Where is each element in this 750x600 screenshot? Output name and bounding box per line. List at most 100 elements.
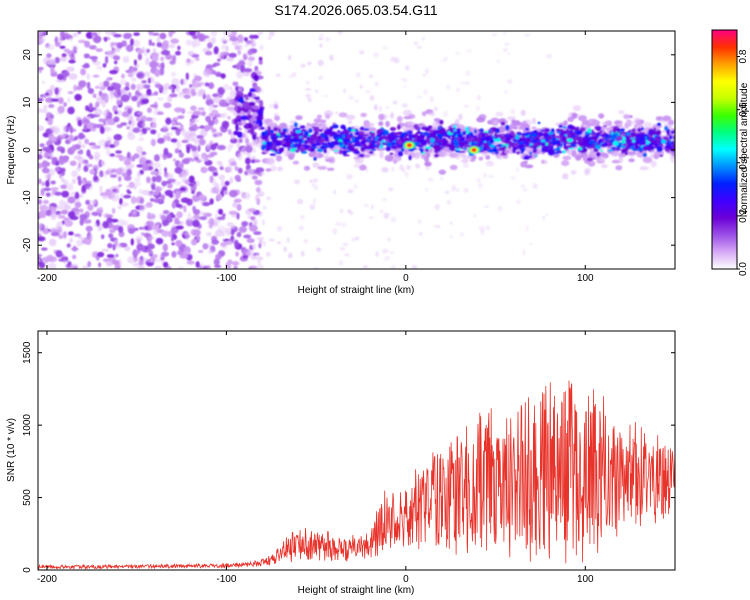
heatmap-blob	[323, 155, 331, 160]
heatmap-blob	[242, 192, 251, 200]
heatmap-blob	[248, 208, 256, 213]
heatmap-blob	[231, 214, 237, 218]
heatmap-blob	[299, 125, 306, 129]
heatmap-blob	[185, 72, 189, 81]
heatmap-blob	[74, 201, 82, 208]
heatmap-blob	[150, 138, 156, 147]
heatmap-blob	[41, 167, 50, 174]
heatmap-blob	[365, 89, 371, 94]
heatmap-blob	[436, 225, 441, 229]
heatmap-blob	[378, 113, 385, 121]
heatmap-blob	[345, 114, 356, 121]
heatmap-blob	[463, 187, 469, 193]
heatmap-blob	[158, 168, 163, 172]
heatmap-blob	[390, 265, 396, 269]
heatmap-blob	[310, 139, 314, 145]
snr-y-tick-label: 1500	[22, 341, 33, 364]
heatmap-blob	[305, 93, 311, 99]
heatmap-blob	[138, 92, 142, 96]
heatmap-blob	[536, 135, 541, 139]
heatmap-blob	[388, 187, 394, 192]
heatmap-blob	[62, 125, 67, 133]
heatmap-blob	[206, 232, 212, 237]
heatmap-blob	[237, 97, 244, 103]
heatmap-blob	[54, 42, 61, 47]
heatmap-blob	[63, 231, 67, 239]
heatmap-blob	[313, 185, 319, 191]
heatmap-blob	[542, 215, 546, 221]
heatmap-blob	[670, 155, 675, 163]
heatmap-blob	[115, 150, 122, 154]
heatmap-blob	[231, 261, 240, 266]
heatmap-blob	[86, 163, 93, 168]
heatmap-blob	[114, 83, 122, 90]
heatmap-blob	[38, 236, 46, 242]
heatmap-blob	[56, 146, 64, 152]
heatmap-blob	[584, 170, 591, 176]
heatmap-blob	[228, 109, 235, 113]
heatmap-blob	[382, 248, 389, 254]
heatmap-y-tick-label: -20	[22, 238, 33, 253]
heatmap-blob	[207, 42, 213, 49]
heatmap-blob	[241, 221, 249, 227]
heatmap-blob	[662, 136, 669, 140]
snr-panel: -200 -100 0 100 0 500 1000 1500 Height of stra…	[6, 330, 676, 596]
heatmap-blob	[500, 153, 508, 156]
heatmap-blob	[185, 39, 193, 46]
heatmap-blob	[360, 147, 365, 152]
heatmap-blob	[309, 179, 313, 183]
heatmap-blob	[115, 168, 123, 175]
heatmap-blob	[278, 128, 281, 134]
heatmap-blob	[575, 130, 582, 136]
heatmap-blob	[55, 250, 63, 258]
heatmap-blob	[38, 199, 42, 205]
heatmap-blob	[362, 265, 369, 269]
heatmap-blob	[244, 170, 249, 176]
heatmap-blob	[571, 150, 577, 157]
heatmap-blob	[449, 152, 458, 158]
heatmap-blob	[38, 97, 44, 102]
heatmap-blob	[60, 132, 67, 138]
snr-x-tick-label: 0	[403, 574, 409, 585]
heatmap-blob	[631, 146, 635, 151]
colorbar-tick-label: 0.0	[738, 262, 749, 276]
heatmap-blob	[93, 223, 98, 228]
heatmap-blob	[77, 179, 82, 186]
heatmap-blob	[225, 46, 229, 52]
heatmap-blob	[95, 48, 104, 52]
heatmap-blob	[143, 232, 151, 238]
heatmap-blob	[294, 144, 298, 148]
heatmap-blob	[188, 175, 195, 184]
heatmap-blob	[113, 33, 122, 38]
heatmap-blob	[79, 193, 83, 198]
heatmap-blob	[668, 119, 675, 126]
heatmap-blob	[85, 225, 93, 232]
heatmap-blob	[274, 149, 278, 153]
heatmap-blob	[477, 94, 481, 101]
heatmap-blob	[271, 142, 275, 146]
heatmap-blob	[67, 196, 76, 204]
heatmap-blob	[174, 221, 182, 225]
heatmap-blob	[249, 224, 258, 232]
heatmap-blob	[47, 117, 53, 126]
heatmap-blob	[252, 133, 257, 141]
heatmap-blob	[388, 135, 392, 139]
heatmap-blob	[459, 142, 467, 145]
heatmap-blob	[491, 33, 498, 37]
heatmap-blob	[659, 154, 664, 157]
heatmap-blob	[566, 128, 569, 133]
heatmap-blob	[276, 152, 282, 155]
heatmap-blob	[43, 104, 48, 109]
heatmap-blob	[120, 122, 128, 126]
heatmap-blob	[425, 148, 429, 152]
heatmap-blob	[559, 134, 564, 139]
heatmap-blob	[353, 164, 360, 168]
heatmap-blob	[208, 82, 215, 90]
heatmap-blob	[589, 140, 595, 145]
heatmap-blob	[258, 107, 264, 116]
heatmap-blob	[105, 127, 113, 132]
heatmap-blob	[245, 54, 249, 57]
heatmap-blob	[38, 154, 43, 160]
heatmap-blob	[621, 136, 626, 142]
heatmap-blob	[201, 111, 206, 117]
